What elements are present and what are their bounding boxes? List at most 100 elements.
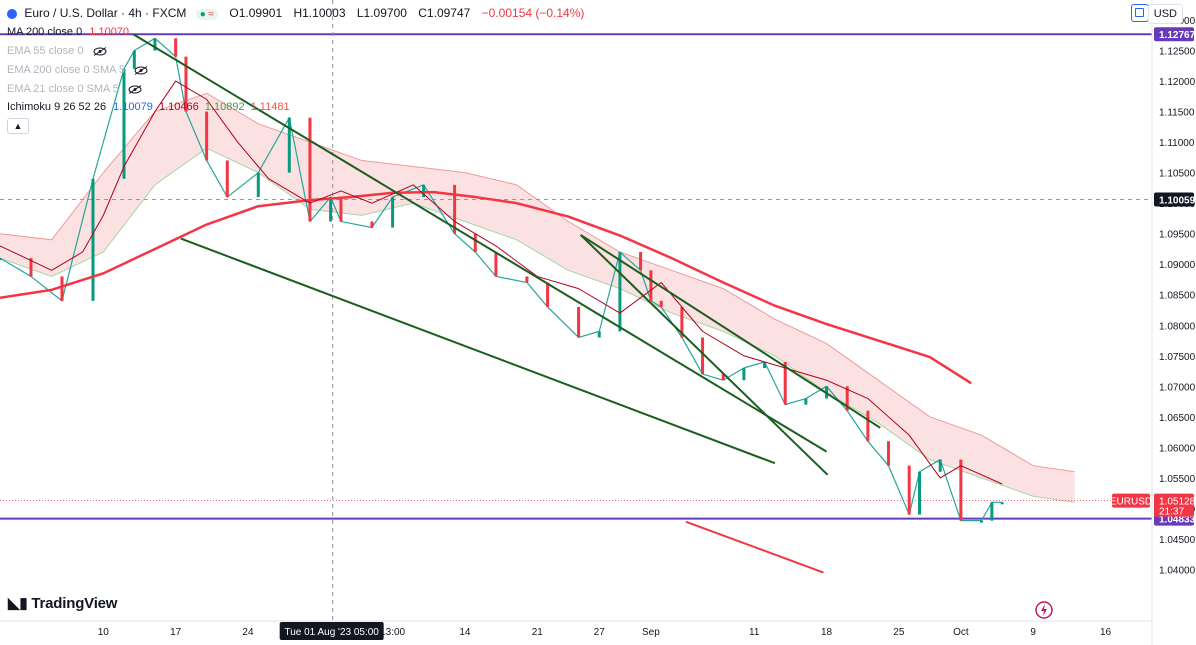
indicator-ema200[interactable]: EMA 200 close 0 SMA 5 — [7, 64, 148, 76]
indicator-ma200[interactable]: MA 200 close 0 1.10070 — [7, 26, 129, 38]
price-candle — [804, 398, 808, 405]
y-tick-label: 1.11500 — [1159, 108, 1195, 119]
price-candle — [907, 465, 911, 515]
kijun-line — [0, 80, 1003, 485]
ohlc-low: L1.09700 — [356, 6, 407, 20]
price-candle — [525, 276, 529, 283]
price-candle — [287, 117, 291, 173]
ohlc-high: H1.10003 — [293, 6, 346, 20]
price-candle — [546, 282, 550, 307]
price-candle — [473, 233, 477, 252]
ichimoku-value-2: 1.10466 — [158, 101, 199, 113]
ichimoku-value-4: 1.11481 — [250, 101, 290, 113]
x-tick-label: 9 — [1030, 627, 1036, 638]
level-price-tag — [1154, 27, 1194, 42]
price-candle — [990, 502, 994, 521]
x-tick-label: 18 — [821, 627, 833, 638]
x-tick-label: Oct — [953, 627, 969, 638]
ma-200-line — [0, 190, 972, 385]
trendline — [685, 520, 824, 574]
trendline — [580, 234, 881, 429]
x-tick-label: 14 — [459, 627, 471, 638]
price-candle — [918, 471, 922, 515]
x-tick-label: Sep — [642, 627, 660, 638]
y-tick-label: 1.04000 — [1159, 565, 1196, 576]
y-tick-label: 1.10500 — [1159, 169, 1196, 180]
ichimoku-value-1: 1.10079 — [113, 101, 153, 113]
time-axis[interactable]: 10 17 24 13:00 14 21 27 Sep 11 18 25 Oct 9 16 — [0, 620, 1152, 638]
crosshair-time-tag — [279, 622, 384, 640]
y-tick-label: 1.11000 — [1159, 138, 1195, 149]
trendlines — [132, 33, 881, 574]
price-candle — [618, 252, 622, 332]
trendline — [132, 33, 828, 453]
indicator-ichimoku[interactable]: Ichimoku 9 26 52 26 1.10079 1.10466 1.10… — [7, 101, 290, 113]
price-candle — [887, 441, 891, 466]
market-status-badge: ● ≈ — [195, 9, 219, 20]
level-price-label: 1.04833 — [1159, 515, 1196, 526]
x-tick-label: 24 — [242, 627, 254, 638]
trendline — [579, 234, 829, 476]
lightning-icon[interactable] — [1034, 600, 1054, 620]
series-lines — [0, 37, 1004, 523]
layout-icon[interactable] — [1131, 4, 1149, 22]
price-axis[interactable]: 1.130001.125001.120001.115001.110001.105… — [1151, 0, 1196, 645]
price-candle — [205, 111, 209, 161]
price-candle — [763, 361, 767, 368]
eye-hidden-icon[interactable] — [134, 65, 148, 75]
indicator-ema21[interactable]: EMA 21 close 0 SMA 5 — [7, 83, 142, 95]
symbol-header[interactable]: Euro / U.S. Dollar · 4h · FXCM ● ≈ O1.09… — [7, 6, 584, 20]
ohlc-change: −0.00154 (−0.14%) — [481, 6, 585, 20]
x-tick-label: 16 — [1100, 627, 1112, 638]
collapse-legend-button[interactable]: ▲ — [7, 118, 29, 134]
price-candle — [742, 368, 746, 381]
price-candle — [256, 172, 260, 198]
ichimoku-cloud — [0, 92, 1075, 503]
price-candle — [866, 410, 870, 442]
price-candle — [845, 386, 849, 411]
price-candle — [577, 306, 581, 338]
x-tick-label: 11 — [749, 627, 760, 638]
price-candle — [639, 252, 643, 271]
symbol-logo-icon — [7, 8, 17, 19]
price-candle — [329, 197, 333, 222]
brand-name: TradingView — [31, 595, 118, 612]
countdown-label: 21:37 — [1159, 507, 1184, 518]
cloud-fill — [0, 93, 1075, 503]
y-tick-label: 1.08000 — [1159, 321, 1196, 332]
crosshair-price-tag — [1154, 192, 1194, 207]
price-axis-panel — [1152, 0, 1196, 645]
price-candle — [1000, 502, 1004, 505]
price-candle — [370, 221, 374, 228]
price-line — [0, 37, 1003, 522]
indicator-ema55[interactable]: EMA 55 close 0 — [7, 45, 107, 57]
price-candle — [649, 270, 653, 301]
indicator-ichimoku-label: Ichimoku 9 26 52 26 — [7, 101, 107, 113]
symbol-title[interactable]: Euro / U.S. Dollar · 4h · FXCM — [24, 6, 187, 20]
crosshair-price-label: 1.10059 — [1159, 196, 1196, 207]
cloud-lower-line — [0, 147, 1075, 503]
y-tick-label: 1.04500 — [1159, 535, 1196, 546]
price-candle — [29, 258, 33, 277]
crosshair — [0, 0, 1152, 621]
currency-selector[interactable]: USD — [1147, 4, 1183, 24]
y-tick-label: 1.06500 — [1159, 413, 1196, 424]
price-candle — [938, 459, 942, 472]
x-tick-label: 25 — [893, 627, 905, 638]
price-candle — [122, 68, 126, 179]
eye-hidden-icon[interactable] — [128, 84, 142, 94]
y-tick-label: 1.12500 — [1159, 47, 1196, 58]
price-candle — [959, 459, 963, 521]
y-tick-label: 1.07500 — [1159, 352, 1196, 363]
level-price-label: 1.12767 — [1159, 30, 1196, 41]
indicator-ma200-value: 1.10070 — [89, 26, 130, 38]
price-candle — [494, 252, 498, 277]
price-candle — [453, 184, 457, 234]
ohlc-open: O1.09901 — [229, 6, 283, 20]
price-candle — [308, 117, 312, 222]
y-tick-label: 1.07000 — [1159, 382, 1196, 393]
eye-hidden-icon[interactable] — [93, 46, 107, 56]
price-candle — [132, 50, 136, 69]
